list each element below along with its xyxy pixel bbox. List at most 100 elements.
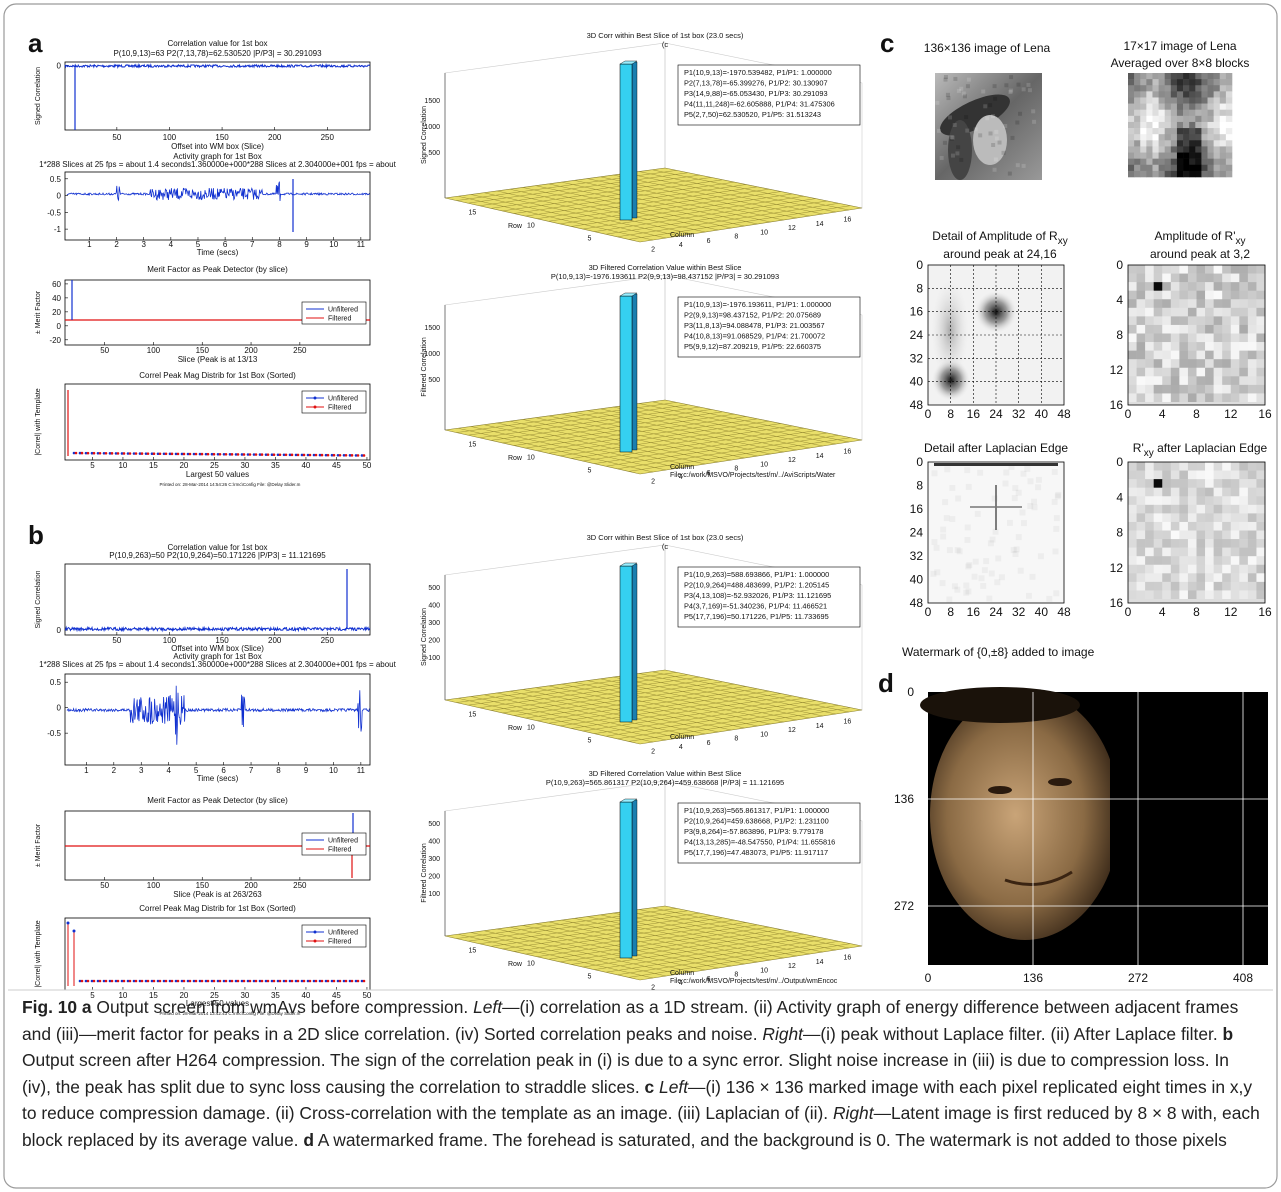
x-tick-label: 11 <box>357 240 366 249</box>
image-detail <box>1046 595 1053 602</box>
pixel <box>1207 115 1214 123</box>
pixel <box>1201 109 1208 117</box>
pixel <box>1128 282 1137 291</box>
pixel <box>1162 521 1172 531</box>
x-tick-label: 24 <box>989 407 1003 421</box>
pixel <box>1153 367 1163 377</box>
pixel <box>1140 79 1147 86</box>
marker <box>302 453 306 457</box>
pixel <box>1145 462 1154 471</box>
pixel <box>1179 307 1189 317</box>
pixel <box>1213 290 1223 300</box>
image-detail <box>994 579 1001 586</box>
image-detail <box>1011 495 1018 502</box>
pixel <box>1176 128 1184 135</box>
pixel <box>1189 158 1196 166</box>
pixel <box>1219 91 1227 98</box>
marker <box>176 979 180 983</box>
pixel <box>1196 282 1206 291</box>
marker <box>78 979 82 983</box>
pixel <box>1145 496 1154 506</box>
pixel <box>1205 487 1214 497</box>
pixel <box>1128 333 1137 343</box>
x-tick-label: 150 <box>196 881 210 890</box>
pixel <box>1195 158 1202 166</box>
surface-grid <box>628 437 851 472</box>
column-tick-label: 2 <box>651 246 655 253</box>
pixel <box>1213 573 1223 583</box>
pixel <box>1230 504 1240 514</box>
image-detail <box>978 133 983 138</box>
pixel <box>1213 590 1223 600</box>
marker <box>350 979 354 983</box>
pixel <box>1239 470 1249 480</box>
pixel <box>1128 367 1137 377</box>
pixel <box>1164 146 1172 153</box>
column-axis-label: Column <box>670 232 694 239</box>
pixel <box>1136 590 1146 600</box>
y-tick-label: -1 <box>54 225 62 234</box>
marker <box>252 453 256 456</box>
surface-grid <box>559 191 781 225</box>
image-detail <box>988 570 995 577</box>
pixel <box>1247 487 1257 497</box>
pixel <box>1176 164 1184 172</box>
pixel <box>1128 487 1137 497</box>
image-detail <box>944 466 951 473</box>
marker <box>158 979 162 983</box>
pixel <box>1152 121 1159 129</box>
surface-grid <box>479 912 700 945</box>
surface-grid <box>574 918 771 961</box>
pixel <box>1225 79 1233 86</box>
pixel <box>1239 530 1249 540</box>
pixel <box>1128 164 1135 172</box>
surface-grid <box>582 697 805 732</box>
x-axis-label: Time (secs) <box>197 248 239 257</box>
marker <box>168 979 172 983</box>
pixel <box>1158 146 1166 153</box>
x-tick-label: 250 <box>293 346 307 355</box>
note: Watermark of {0,±8} added to image <box>902 645 1095 659</box>
pixel <box>1222 350 1232 360</box>
surface-grid <box>561 413 758 457</box>
x-tick-label: 150 <box>196 346 210 355</box>
pixel <box>1256 530 1266 540</box>
pixel <box>1146 109 1153 117</box>
pixel <box>1205 513 1214 523</box>
pixel <box>1201 134 1208 141</box>
surface-grid <box>626 173 823 215</box>
pixel <box>1179 316 1189 326</box>
image-detail <box>951 583 958 590</box>
surface-grid <box>582 933 805 968</box>
marker <box>134 452 138 455</box>
pixel <box>1239 384 1249 394</box>
pixel <box>1196 590 1206 600</box>
pixel <box>1187 299 1197 309</box>
pixel <box>1230 307 1240 317</box>
pixel <box>1158 158 1166 166</box>
x-tick-label: 250 <box>293 881 307 890</box>
x-axis-label: Slice (Peak is at 263/263 <box>173 890 262 899</box>
x-tick-label: 20 <box>179 461 188 470</box>
pixel <box>1134 79 1141 86</box>
plot-title: Correl Peak Mag Distrib for 1st Box (Sor… <box>139 371 296 380</box>
column-tick-label: 6 <box>707 976 711 983</box>
image-detail <box>935 100 940 105</box>
pixel <box>1136 547 1146 557</box>
x-tick-label: 30 <box>240 461 249 470</box>
pixel <box>1145 367 1154 377</box>
pixel <box>1225 146 1233 153</box>
bar-top <box>619 60 638 65</box>
pixel <box>1207 158 1214 166</box>
pixel <box>1187 290 1197 300</box>
pixel <box>1247 393 1257 403</box>
legend-marker <box>313 930 317 934</box>
pixel <box>1213 152 1221 159</box>
pixel <box>1179 350 1189 360</box>
pixel <box>1170 290 1180 300</box>
pixel <box>1145 273 1154 283</box>
surface-grid <box>456 908 677 939</box>
pixel <box>1179 496 1189 506</box>
marker <box>186 452 190 456</box>
